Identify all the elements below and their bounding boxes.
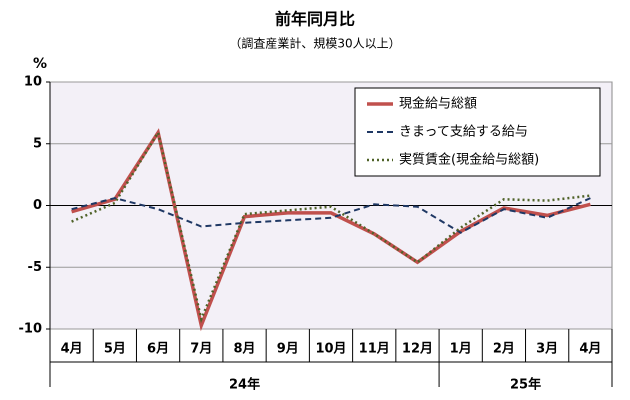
chart-title: 前年同月比 bbox=[275, 10, 355, 29]
x-tick-label: 12月 bbox=[402, 342, 433, 357]
y-tick-label: 0 bbox=[33, 198, 42, 213]
group-label: 25年 bbox=[510, 377, 541, 393]
x-tick-label: 10月 bbox=[315, 342, 346, 357]
series-line bbox=[71, 197, 591, 234]
x-tick-label: 5月 bbox=[104, 342, 126, 357]
y-axis-label: % bbox=[33, 56, 47, 72]
legend-box bbox=[354, 87, 601, 177]
y-tick-label: 5 bbox=[33, 136, 42, 151]
y-tick-label: -10 bbox=[19, 322, 43, 337]
x-tick-label: 8月 bbox=[234, 342, 256, 357]
x-tick-label: 1月 bbox=[450, 342, 472, 357]
y-tick-label: 10 bbox=[24, 75, 42, 90]
x-tick-label: 4月 bbox=[61, 342, 83, 357]
x-tick-label: 11月 bbox=[359, 342, 390, 357]
legend-label: きまって支給する給与 bbox=[399, 125, 528, 140]
legend-label: 実質賃金(現金給与総額) bbox=[399, 152, 539, 168]
y-tick-label: -5 bbox=[28, 260, 42, 275]
series-line bbox=[71, 129, 591, 324]
series-line bbox=[71, 128, 591, 332]
x-tick-label: 6月 bbox=[147, 342, 169, 357]
chart-subtitle: （調査産業計、規模30人以上） bbox=[229, 36, 400, 51]
x-tick-label: 9月 bbox=[277, 342, 299, 357]
x-tick-label: 7月 bbox=[190, 342, 212, 357]
legend-label: 現金給与総額 bbox=[399, 96, 477, 112]
group-label: 24年 bbox=[229, 377, 260, 393]
x-tick-label: 2月 bbox=[493, 342, 515, 357]
x-tick-label: 4月 bbox=[579, 342, 601, 357]
x-tick-label: 3月 bbox=[536, 342, 558, 357]
